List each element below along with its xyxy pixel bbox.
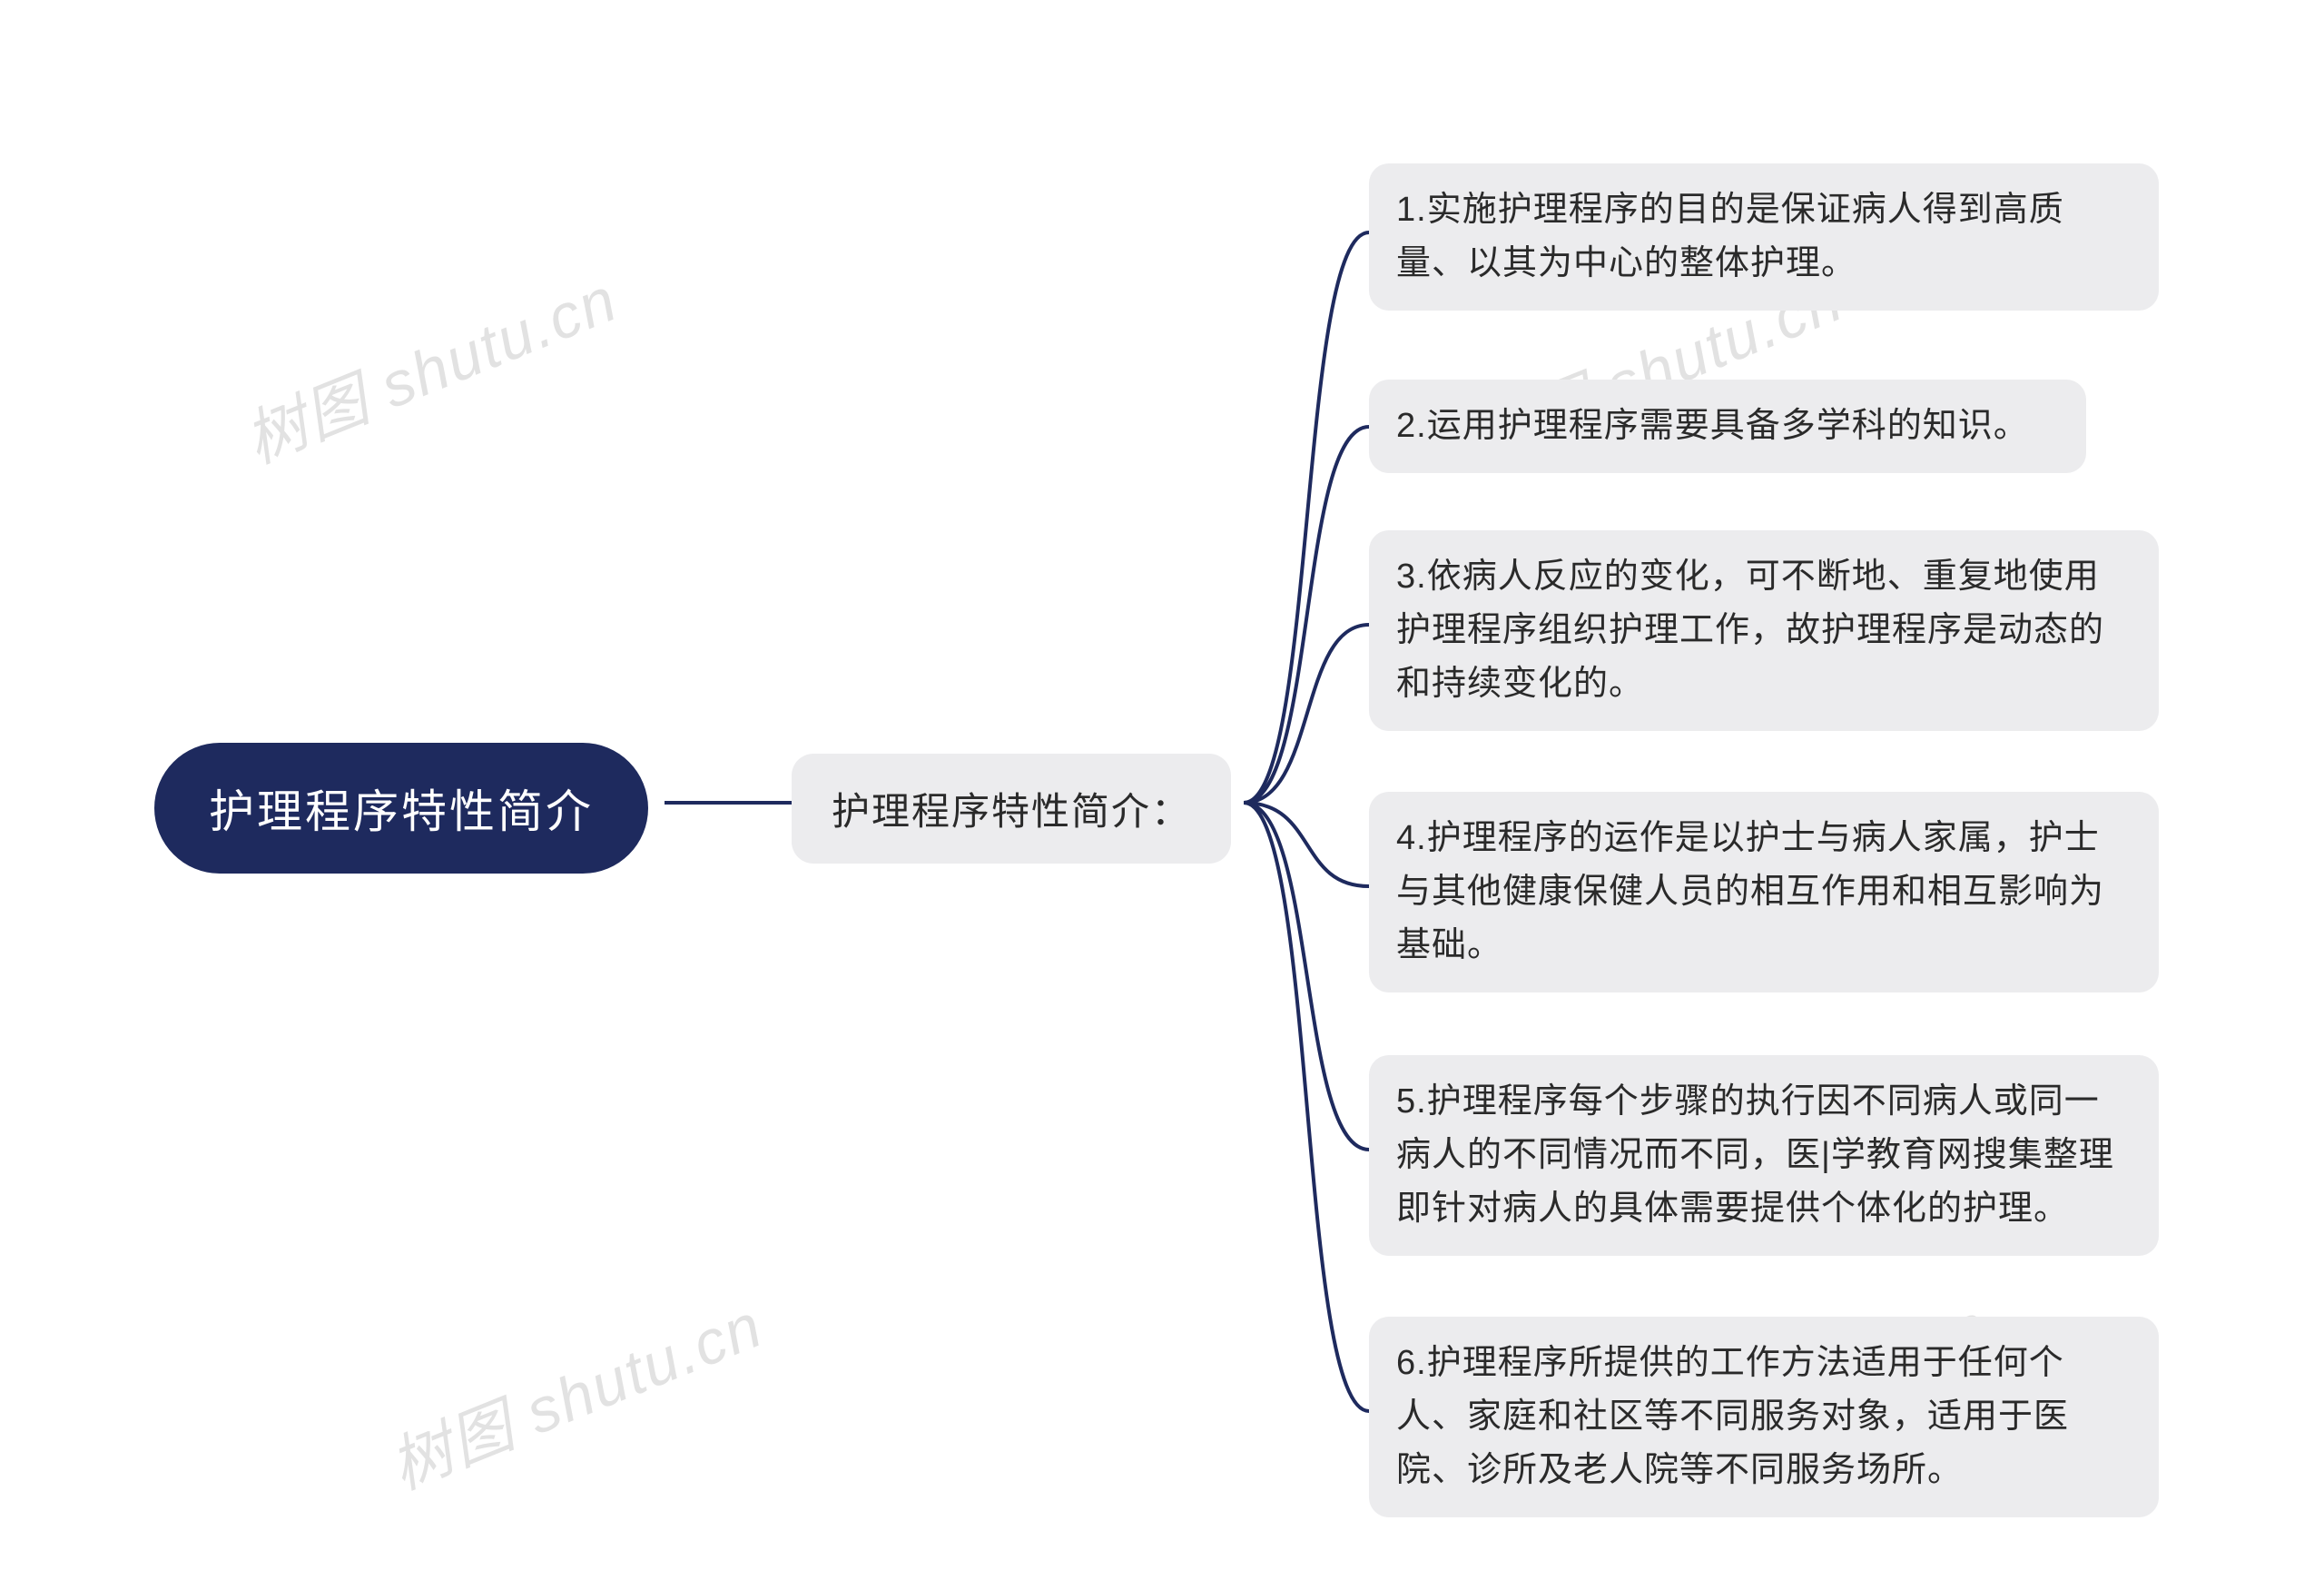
leaf-node-5[interactable]: 5.护理程序每个步骤的执行因不同病人或同一病人的不同情况而不同，医|学教育网搜集… <box>1369 1055 2159 1256</box>
leaf-node-1[interactable]: 1.实施护理程序的目的是保证病人得到高质量、以其为中心的整体护理。 <box>1369 163 2159 311</box>
root-node[interactable]: 护理程序特性简介 <box>154 743 648 874</box>
edge-leaf-1 <box>1244 232 1369 803</box>
leaf-node-4[interactable]: 4.护理程序的运作是以护士与病人家属，护士与其他健康保健人员的相互作用和相互影响… <box>1369 792 2159 992</box>
edge-leaf-3 <box>1244 625 1369 803</box>
edge-leaf-6 <box>1244 803 1369 1411</box>
leaf-node-3[interactable]: 3.依病人反应的变化，可不断地、重复地使用护理程序组织护理工作，故护理程序是动态… <box>1369 530 2159 731</box>
watermark: 树图 shutu.cn <box>375 1276 773 1506</box>
edge-leaf-4 <box>1244 803 1369 886</box>
edge-leaf-2 <box>1244 427 1369 803</box>
edge-leaf-5 <box>1244 803 1369 1150</box>
mindmap-canvas: 树图 shutu.cn 树图 shutu.cn 树图 shutu.cn 树图 s… <box>0 0 2324 1580</box>
watermark: 树图 shutu.cn <box>230 250 628 480</box>
middle-node[interactable]: 护理程序特性简介： <box>792 754 1231 864</box>
leaf-node-2[interactable]: 2.运用护理程序需要具备多学科的知识。 <box>1369 380 2086 473</box>
leaf-node-6[interactable]: 6.护理程序所提供的工作方法适用于任何个人、家庭和社区等不同服务对象，适用于医院… <box>1369 1317 2159 1517</box>
